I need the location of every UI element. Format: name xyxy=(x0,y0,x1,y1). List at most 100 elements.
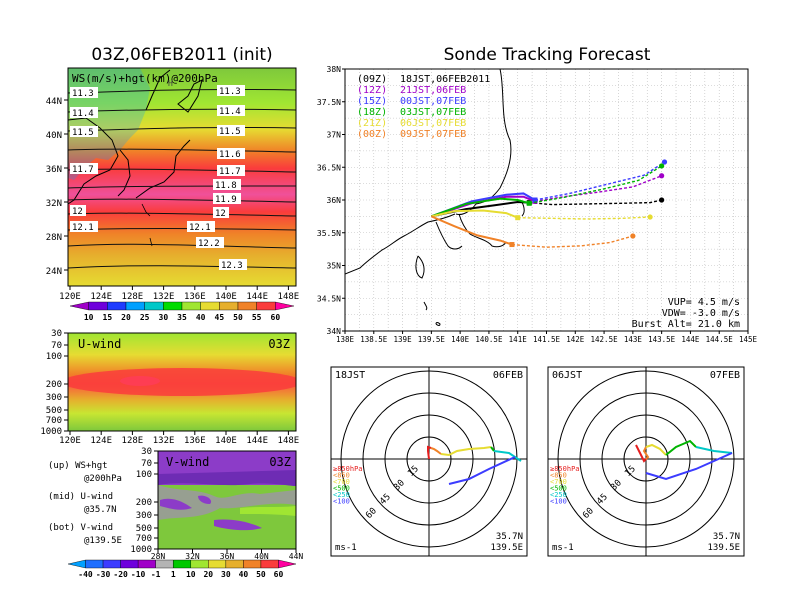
track-landing-point xyxy=(647,214,653,220)
ws-contour-label-bg xyxy=(219,259,247,270)
ws-lon-tick: 140E xyxy=(215,292,237,302)
ws-colorbar-swatch xyxy=(107,301,127,311)
u-wind-time: 03Z xyxy=(268,337,290,351)
hodograph-time-left: 18JST xyxy=(335,370,365,381)
hodograph-legend-item: <700 xyxy=(550,478,567,486)
ws-contour-label: 12.1 xyxy=(189,223,211,233)
u-pressure-tick: 700 xyxy=(46,416,62,426)
track-legend-code: (00Z) xyxy=(357,129,387,140)
ws-colorbar-swatch xyxy=(181,301,201,311)
wind-colorbar-label: -40 xyxy=(78,570,93,579)
ws-contour-label-bg xyxy=(70,87,98,98)
u-lon-tick: 136E xyxy=(184,436,206,446)
track-lon-tick: 141.5E xyxy=(533,335,561,344)
ws-contour-label: 11.3 xyxy=(219,87,241,97)
ws-contour-label-bg xyxy=(70,126,98,137)
hodograph-trace xyxy=(645,452,733,481)
track-ascent-line xyxy=(431,197,530,218)
u-lon-tick: 140E xyxy=(215,436,237,446)
ws-colorbar-swatch xyxy=(88,301,108,311)
track-landing-point xyxy=(659,173,665,179)
wind-colorbar-swatch xyxy=(155,559,174,569)
track-landing-point xyxy=(659,197,665,203)
v-wind-time: 03Z xyxy=(269,455,291,469)
track-lon-tick: 140.5E xyxy=(475,335,503,344)
note-line2: @200hPa xyxy=(84,474,122,484)
ws-contour-label-bg xyxy=(217,125,245,136)
wind-colorbar-label: -1 xyxy=(151,570,161,579)
track-legend-time: 21JST,06FEB xyxy=(400,85,466,96)
ws-lon-tick: 144E xyxy=(246,292,268,302)
note-line1: (mid) U-wind xyxy=(48,492,113,502)
left-title: 03Z,06FEB2011 (init) xyxy=(91,45,272,65)
v-pressure-tick: 100 xyxy=(136,470,152,480)
track-burst-point xyxy=(509,242,515,248)
track-landing-point xyxy=(630,233,636,239)
wind-colorbar-label: 20 xyxy=(203,570,213,579)
track-lat-tick: 35N xyxy=(327,262,342,271)
track-lon-tick: 144.5E xyxy=(706,335,734,344)
track-lon-ticks: 138E 138.5E 139E 139.5E 140E 140.5E 141E 141.5E… xyxy=(336,331,758,344)
track-landing-point xyxy=(661,159,668,165)
wind-colorbar-swatch xyxy=(67,559,86,569)
ws-contour-label-bg xyxy=(217,85,245,96)
u-pressure-tick: 200 xyxy=(46,380,62,390)
ws-colorbar-swatch xyxy=(125,301,145,311)
hodograph-unit: ms-1 xyxy=(335,543,357,553)
track-lat-tick: 34N xyxy=(327,327,342,336)
track-lon-tick: 138E xyxy=(336,335,355,344)
track-param: VDW= -3.0 m/s xyxy=(662,308,740,319)
ws-colorbar-label: 25 xyxy=(140,313,150,322)
hodograph-legend-item: <700 xyxy=(333,478,350,486)
track-legend-time: 09JST,07FEB xyxy=(400,129,466,140)
wind-colorbar-swatch xyxy=(173,559,191,569)
ws-lon-tick: 136E xyxy=(184,292,206,302)
track-burst-point xyxy=(532,197,538,203)
ws-colorbar-label: 60 xyxy=(271,313,281,322)
wind-colorbar-swatch xyxy=(260,559,279,569)
hodograph-legend-item: <850 xyxy=(333,472,350,480)
hodograph-legend-item: <250 xyxy=(333,491,350,499)
wind-colorbar-swatch xyxy=(208,559,227,569)
ws-lat-tick: 36N xyxy=(46,165,62,175)
track-legend: (09Z) 18JST,06FEB2011 (12Z) 21JST,06FEB (15Z… xyxy=(357,74,490,140)
track-legend-code: (09Z) xyxy=(357,74,387,85)
v-pressure-tick: 700 xyxy=(136,534,152,544)
track-lat-tick: 37N xyxy=(327,131,342,140)
ws-colorbar-label: 40 xyxy=(196,313,206,322)
ws-contour-labels-right: 11.3 11.4 11.5 11.6 11.7 11.8 11.9 12 12.1 12.2 12… xyxy=(187,85,247,271)
hodograph-legend-item: <100 xyxy=(333,498,350,506)
ws-lon-tick: 120E xyxy=(59,292,81,302)
ws-lon-tick: 128E xyxy=(122,292,144,302)
wind-colorbar-label: -20 xyxy=(113,570,128,579)
ws-lat-tick: 44N xyxy=(46,97,62,107)
wind-colorbar-swatch xyxy=(190,559,209,569)
wind-colorbar: -40 -30 -20 -10 -1 1 10 20 30 40 50 60 xyxy=(67,559,297,579)
note-line2: @35.7N xyxy=(84,505,117,515)
ws-colorbar-label: 35 xyxy=(177,313,187,322)
hodograph-lat: 35.7N xyxy=(713,532,740,542)
hodograph-legend-item: <250 xyxy=(550,491,567,499)
hodograph-legend-item: ≥850hPa xyxy=(550,465,580,473)
hodograph-date: 06FEB xyxy=(493,370,523,381)
wind-colorbar-label: -30 xyxy=(96,570,111,579)
ws-contour-label: 11.3 xyxy=(72,89,94,99)
ws-contour-label: 11.7 xyxy=(72,165,94,175)
ws-contour-label-bg xyxy=(70,205,86,216)
ws-colorbar-label: 55 xyxy=(252,313,262,322)
ws-colorbar-swatch xyxy=(275,301,295,311)
wind-colorbar-swatch xyxy=(243,559,262,569)
ws-lon-tick: 124E xyxy=(90,292,112,302)
hodograph-trace xyxy=(635,444,647,463)
track-param: VUP= 4.5 m/s xyxy=(668,297,740,308)
track-lat-ticks: 38N 37.5N 37N 36.5N 36N 35.5N 35N 34.5N 34N xyxy=(317,65,345,336)
hodograph-legend-item: <500 xyxy=(333,485,350,493)
v-pressure-tick: 1000 xyxy=(130,545,152,555)
note-line1: (bot) V-wind xyxy=(48,523,113,533)
v-lat-tick: 36N xyxy=(220,552,235,561)
u-lon-tick: 120E xyxy=(59,436,81,446)
ws-colorbar: 10 15 20 25 30 35 40 45 50 55 60 xyxy=(69,301,295,322)
ws-contour-label: 12.3 xyxy=(221,261,243,271)
